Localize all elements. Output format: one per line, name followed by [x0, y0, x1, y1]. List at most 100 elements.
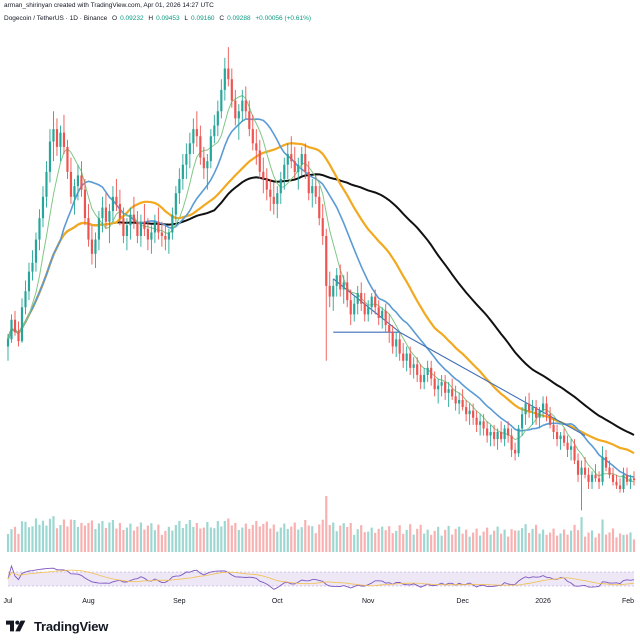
candle-body: [409, 353, 412, 368]
candle-body: [59, 132, 62, 147]
rsi-band: [8, 572, 634, 586]
candle-body: [433, 378, 436, 390]
candle-body: [552, 424, 555, 432]
candle-body: [206, 161, 209, 169]
candle-body: [475, 417, 478, 425]
candle-body: [76, 175, 80, 187]
volume-bar: [374, 532, 377, 552]
ma-blue-line: [7, 118, 635, 478]
candle-body: [328, 285, 331, 297]
volume-bar: [59, 524, 62, 552]
candle-body: [325, 236, 328, 286]
volume-bar: [538, 533, 541, 552]
volume-bar: [129, 523, 132, 552]
candle-body: [181, 164, 184, 179]
candle-body: [444, 382, 447, 393]
volume-bar: [461, 533, 464, 552]
candle-body: [34, 239, 38, 263]
low-label: L: [184, 15, 189, 22]
candle-body: [69, 171, 73, 197]
x-tick-label: 2026: [535, 598, 551, 605]
candle-body: [24, 291, 27, 308]
volume-bar: [213, 528, 216, 552]
volume-bar: [541, 529, 545, 552]
candle-body: [101, 207, 104, 219]
volume-bar: [111, 519, 114, 552]
volume-bar: [286, 528, 289, 552]
candle-body: [353, 303, 356, 315]
volume-bar: [10, 529, 13, 552]
candle-body: [489, 432, 492, 436]
volume-bar: [447, 525, 450, 552]
tradingview-wordmark: TradingView: [34, 618, 109, 634]
high-value: 0.09453: [156, 15, 180, 22]
candle-body: [447, 389, 450, 393]
volume-bar: [548, 532, 552, 552]
volume-bar: [174, 524, 177, 552]
volume-bar: [181, 527, 184, 552]
candle-body: [569, 446, 573, 450]
candle-body: [10, 319, 13, 340]
candle-body: [195, 129, 198, 137]
candle-body: [482, 421, 485, 429]
candle-body: [6, 339, 10, 347]
candle-body: [304, 154, 307, 172]
volume-bar: [559, 533, 562, 552]
candle-body: [55, 129, 59, 147]
candle-body: [615, 481, 618, 486]
volume-bar: [244, 523, 247, 552]
volume-bar: [258, 526, 261, 552]
volume-bar: [503, 529, 506, 552]
candle-body: [286, 154, 289, 165]
candle-body: [318, 196, 321, 219]
candle-body: [237, 111, 240, 119]
volume-bar: [426, 529, 429, 552]
volume-bar: [230, 525, 233, 552]
candle-body: [244, 100, 247, 112]
candle-body: [146, 228, 149, 240]
candle-body: [279, 178, 282, 194]
candle-body: [395, 339, 398, 347]
ma-orange-line: [6, 142, 635, 455]
candle-body: [342, 282, 345, 290]
candle-body: [48, 141, 52, 172]
volume-bar: [332, 522, 335, 552]
candle-body: [234, 100, 237, 119]
volume-bar: [297, 529, 300, 552]
volume-bar: [241, 527, 244, 552]
volume-bar: [157, 524, 160, 552]
x-tick-label: Sep: [173, 598, 186, 605]
x-tick-label: Feb: [621, 598, 635, 605]
volume-bar: [150, 523, 153, 552]
candle-body: [265, 178, 268, 190]
volume-bar: [314, 533, 317, 552]
tradingview-logo-icon: [6, 620, 26, 632]
volume-bar: [321, 519, 324, 552]
candle-body: [241, 100, 244, 112]
x-tick-label: Dec: [456, 598, 469, 605]
candle-body: [276, 193, 279, 204]
tradingview-brand[interactable]: TradingView: [6, 616, 108, 636]
volume-bar: [248, 528, 251, 552]
candle-body: [171, 214, 174, 233]
volume-bar: [108, 522, 111, 552]
volume-bar: [618, 533, 622, 552]
volume-bar: [349, 522, 352, 552]
candle-body: [384, 310, 387, 326]
volume-bar: [524, 524, 527, 552]
candle-body: [566, 442, 569, 450]
candle-body: [216, 111, 219, 126]
volume-bar: [227, 518, 230, 552]
candle-body: [157, 221, 160, 233]
candle-body: [248, 111, 251, 130]
candle-body: [62, 132, 66, 147]
volume-bar: [276, 531, 279, 552]
candle-body: [496, 432, 499, 440]
volume-bar: [153, 530, 156, 552]
candle-body: [416, 364, 419, 375]
candle-body: [367, 307, 370, 315]
candle-body: [188, 143, 191, 155]
candle-body: [220, 89, 223, 112]
candle-body: [251, 129, 254, 144]
